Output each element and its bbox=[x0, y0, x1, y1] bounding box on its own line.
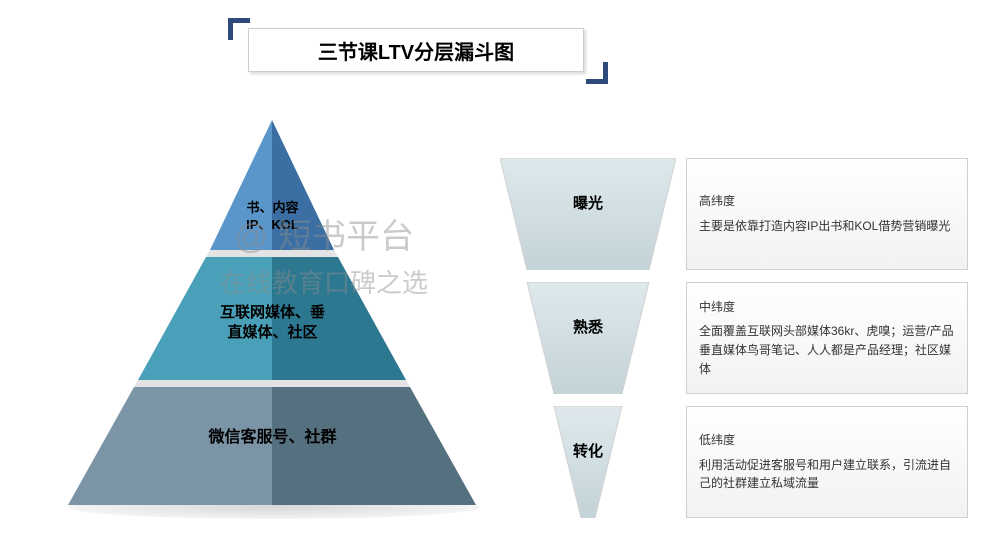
title-corner-tl bbox=[228, 18, 250, 40]
title-box: 三节课LTV分层漏斗图 bbox=[248, 28, 584, 72]
title-corner-br bbox=[586, 62, 608, 84]
desc-title-2: 中纬度 bbox=[699, 298, 955, 317]
funnel-1: 曝光 bbox=[500, 158, 676, 270]
desc-1: 高纬度 主要是依靠打造内容IP出书和KOL借势营销曝光 bbox=[686, 158, 968, 270]
desc-3: 低纬度 利用活动促进客服号和用户建立联系，引流进自己的社群建立私域流量 bbox=[686, 406, 968, 518]
desc-2: 中纬度 全面覆盖互联网头部媒体36kr、虎嗅；运营/产品垂直媒体鸟哥笔记、人人都… bbox=[686, 282, 968, 394]
right-column: 曝光 高纬度 主要是依靠打造内容IP出书和KOL借势营销曝光 熟悉 中纬度 全面… bbox=[500, 158, 968, 530]
row-3: 转化 低纬度 利用活动促进客服号和用户建立联系，引流进自己的社群建立私域流量 bbox=[500, 406, 968, 518]
pyramid-diagram: 书、内容 IP、KOL 互联网媒体、垂 直媒体、社区 微信客服号、社群 bbox=[60, 120, 485, 520]
pyr-div1 bbox=[206, 250, 338, 257]
funnel-label-3: 转化 bbox=[500, 440, 676, 461]
pyr-label-2: 互联网媒体、垂 直媒体、社区 bbox=[60, 303, 485, 342]
funnel-3: 转化 bbox=[500, 406, 676, 518]
title-text: 三节课LTV分层漏斗图 bbox=[318, 36, 514, 65]
desc-body-2: 全面覆盖互联网头部媒体36kr、虎嗅；运营/产品垂直媒体鸟哥笔记、人人都是产品经… bbox=[699, 322, 955, 378]
desc-body-3: 利用活动促进客服号和用户建立联系，引流进自己的社群建立私域流量 bbox=[699, 456, 955, 493]
desc-body-1: 主要是依靠打造内容IP出书和KOL借势营销曝光 bbox=[699, 217, 955, 236]
desc-title-1: 高纬度 bbox=[699, 192, 955, 211]
pyr-label-3: 微信客服号、社群 bbox=[60, 428, 485, 449]
row-2: 熟悉 中纬度 全面覆盖互联网头部媒体36kr、虎嗅；运营/产品垂直媒体鸟哥笔记、… bbox=[500, 282, 968, 394]
funnel-label-2: 熟悉 bbox=[500, 316, 676, 337]
pyr-label-1: 书、内容 IP、KOL bbox=[60, 200, 485, 234]
funnel-label-1: 曝光 bbox=[500, 192, 676, 213]
funnel-2: 熟悉 bbox=[500, 282, 676, 394]
row-1: 曝光 高纬度 主要是依靠打造内容IP出书和KOL借势营销曝光 bbox=[500, 158, 968, 270]
pyr-div2 bbox=[134, 380, 410, 387]
desc-title-3: 低纬度 bbox=[699, 431, 955, 450]
